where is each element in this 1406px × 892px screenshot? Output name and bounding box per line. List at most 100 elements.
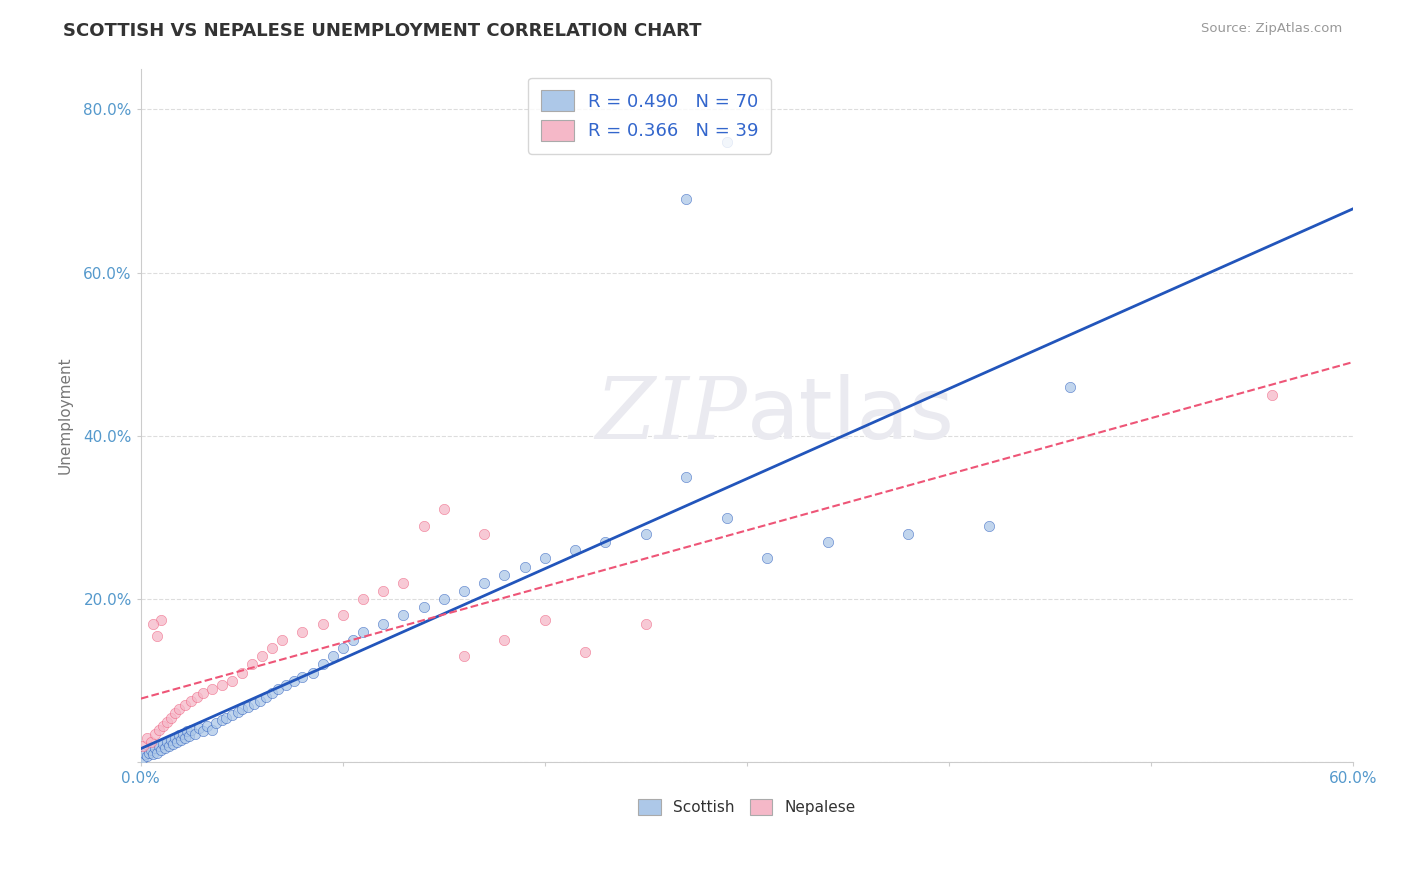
- Point: [226, 705, 249, 719]
- Point: [157, 739, 180, 753]
- Point: [143, 740, 166, 755]
- Point: [174, 698, 197, 713]
- Point: [165, 706, 187, 721]
- Point: [142, 616, 165, 631]
- Point: [453, 584, 475, 599]
- Point: [170, 732, 193, 747]
- Y-axis label: Unemployment: Unemployment: [58, 357, 72, 475]
- Point: [193, 724, 215, 739]
- Point: [135, 748, 157, 763]
- Point: [148, 723, 170, 737]
- Point: [153, 740, 176, 755]
- Point: [301, 665, 323, 680]
- Point: [162, 738, 184, 752]
- Point: [156, 735, 179, 749]
- Point: [494, 632, 516, 647]
- Point: [271, 632, 294, 647]
- Point: [221, 708, 243, 723]
- Point: [148, 739, 170, 753]
- Point: [221, 673, 243, 688]
- Point: [513, 559, 536, 574]
- Point: [533, 551, 555, 566]
- Legend: Scottish, Nepalese: Scottish, Nepalese: [628, 790, 865, 824]
- Point: [134, 747, 156, 762]
- Point: [675, 469, 697, 483]
- Point: [139, 743, 162, 757]
- Point: [172, 727, 194, 741]
- Point: [160, 710, 183, 724]
- Point: [174, 731, 197, 745]
- Point: [595, 535, 617, 549]
- Point: [231, 702, 253, 716]
- Point: [240, 657, 263, 672]
- Point: [533, 613, 555, 627]
- Point: [1261, 388, 1284, 402]
- Point: [716, 510, 738, 524]
- Point: [574, 645, 596, 659]
- Point: [200, 723, 222, 737]
- Point: [412, 600, 434, 615]
- Point: [132, 739, 155, 753]
- Point: [392, 608, 415, 623]
- Point: [139, 735, 162, 749]
- Point: [193, 686, 215, 700]
- Point: [186, 690, 208, 705]
- Point: [291, 670, 314, 684]
- Point: [716, 135, 738, 149]
- Point: [146, 746, 169, 760]
- Point: [197, 719, 219, 733]
- Point: [167, 729, 190, 743]
- Point: [200, 681, 222, 696]
- Point: [166, 735, 188, 749]
- Point: [675, 192, 697, 206]
- Point: [433, 502, 456, 516]
- Point: [291, 624, 314, 639]
- Point: [332, 641, 354, 656]
- Point: [143, 727, 166, 741]
- Point: [138, 746, 160, 760]
- Point: [322, 649, 344, 664]
- Point: [214, 710, 236, 724]
- Point: [236, 700, 259, 714]
- Point: [817, 535, 839, 549]
- Point: [176, 724, 198, 739]
- Point: [180, 694, 202, 708]
- Point: [373, 616, 395, 631]
- Text: Source: ZipAtlas.com: Source: ZipAtlas.com: [1202, 22, 1343, 36]
- Point: [179, 729, 201, 743]
- Point: [262, 641, 284, 656]
- Text: ZIP: ZIP: [595, 374, 747, 457]
- Point: [152, 738, 174, 752]
- Point: [165, 731, 187, 745]
- Point: [352, 592, 374, 607]
- Point: [755, 551, 778, 566]
- Point: [211, 713, 233, 727]
- Point: [453, 649, 475, 664]
- Point: [332, 608, 354, 623]
- Point: [156, 714, 179, 729]
- Point: [634, 616, 657, 631]
- Point: [146, 629, 169, 643]
- Point: [262, 686, 284, 700]
- Point: [342, 632, 364, 647]
- Point: [180, 723, 202, 737]
- Point: [152, 719, 174, 733]
- Point: [204, 716, 226, 731]
- Point: [132, 751, 155, 765]
- Point: [184, 727, 207, 741]
- Point: [1059, 380, 1081, 394]
- Point: [211, 678, 233, 692]
- Point: [267, 681, 290, 696]
- Point: [311, 657, 333, 672]
- Point: [243, 697, 266, 711]
- Point: [392, 575, 415, 590]
- Point: [167, 702, 190, 716]
- Point: [160, 732, 183, 747]
- Point: [142, 747, 165, 762]
- Point: [433, 592, 456, 607]
- Point: [276, 678, 298, 692]
- Point: [352, 624, 374, 639]
- Point: [231, 665, 253, 680]
- Point: [283, 673, 305, 688]
- Point: [150, 613, 173, 627]
